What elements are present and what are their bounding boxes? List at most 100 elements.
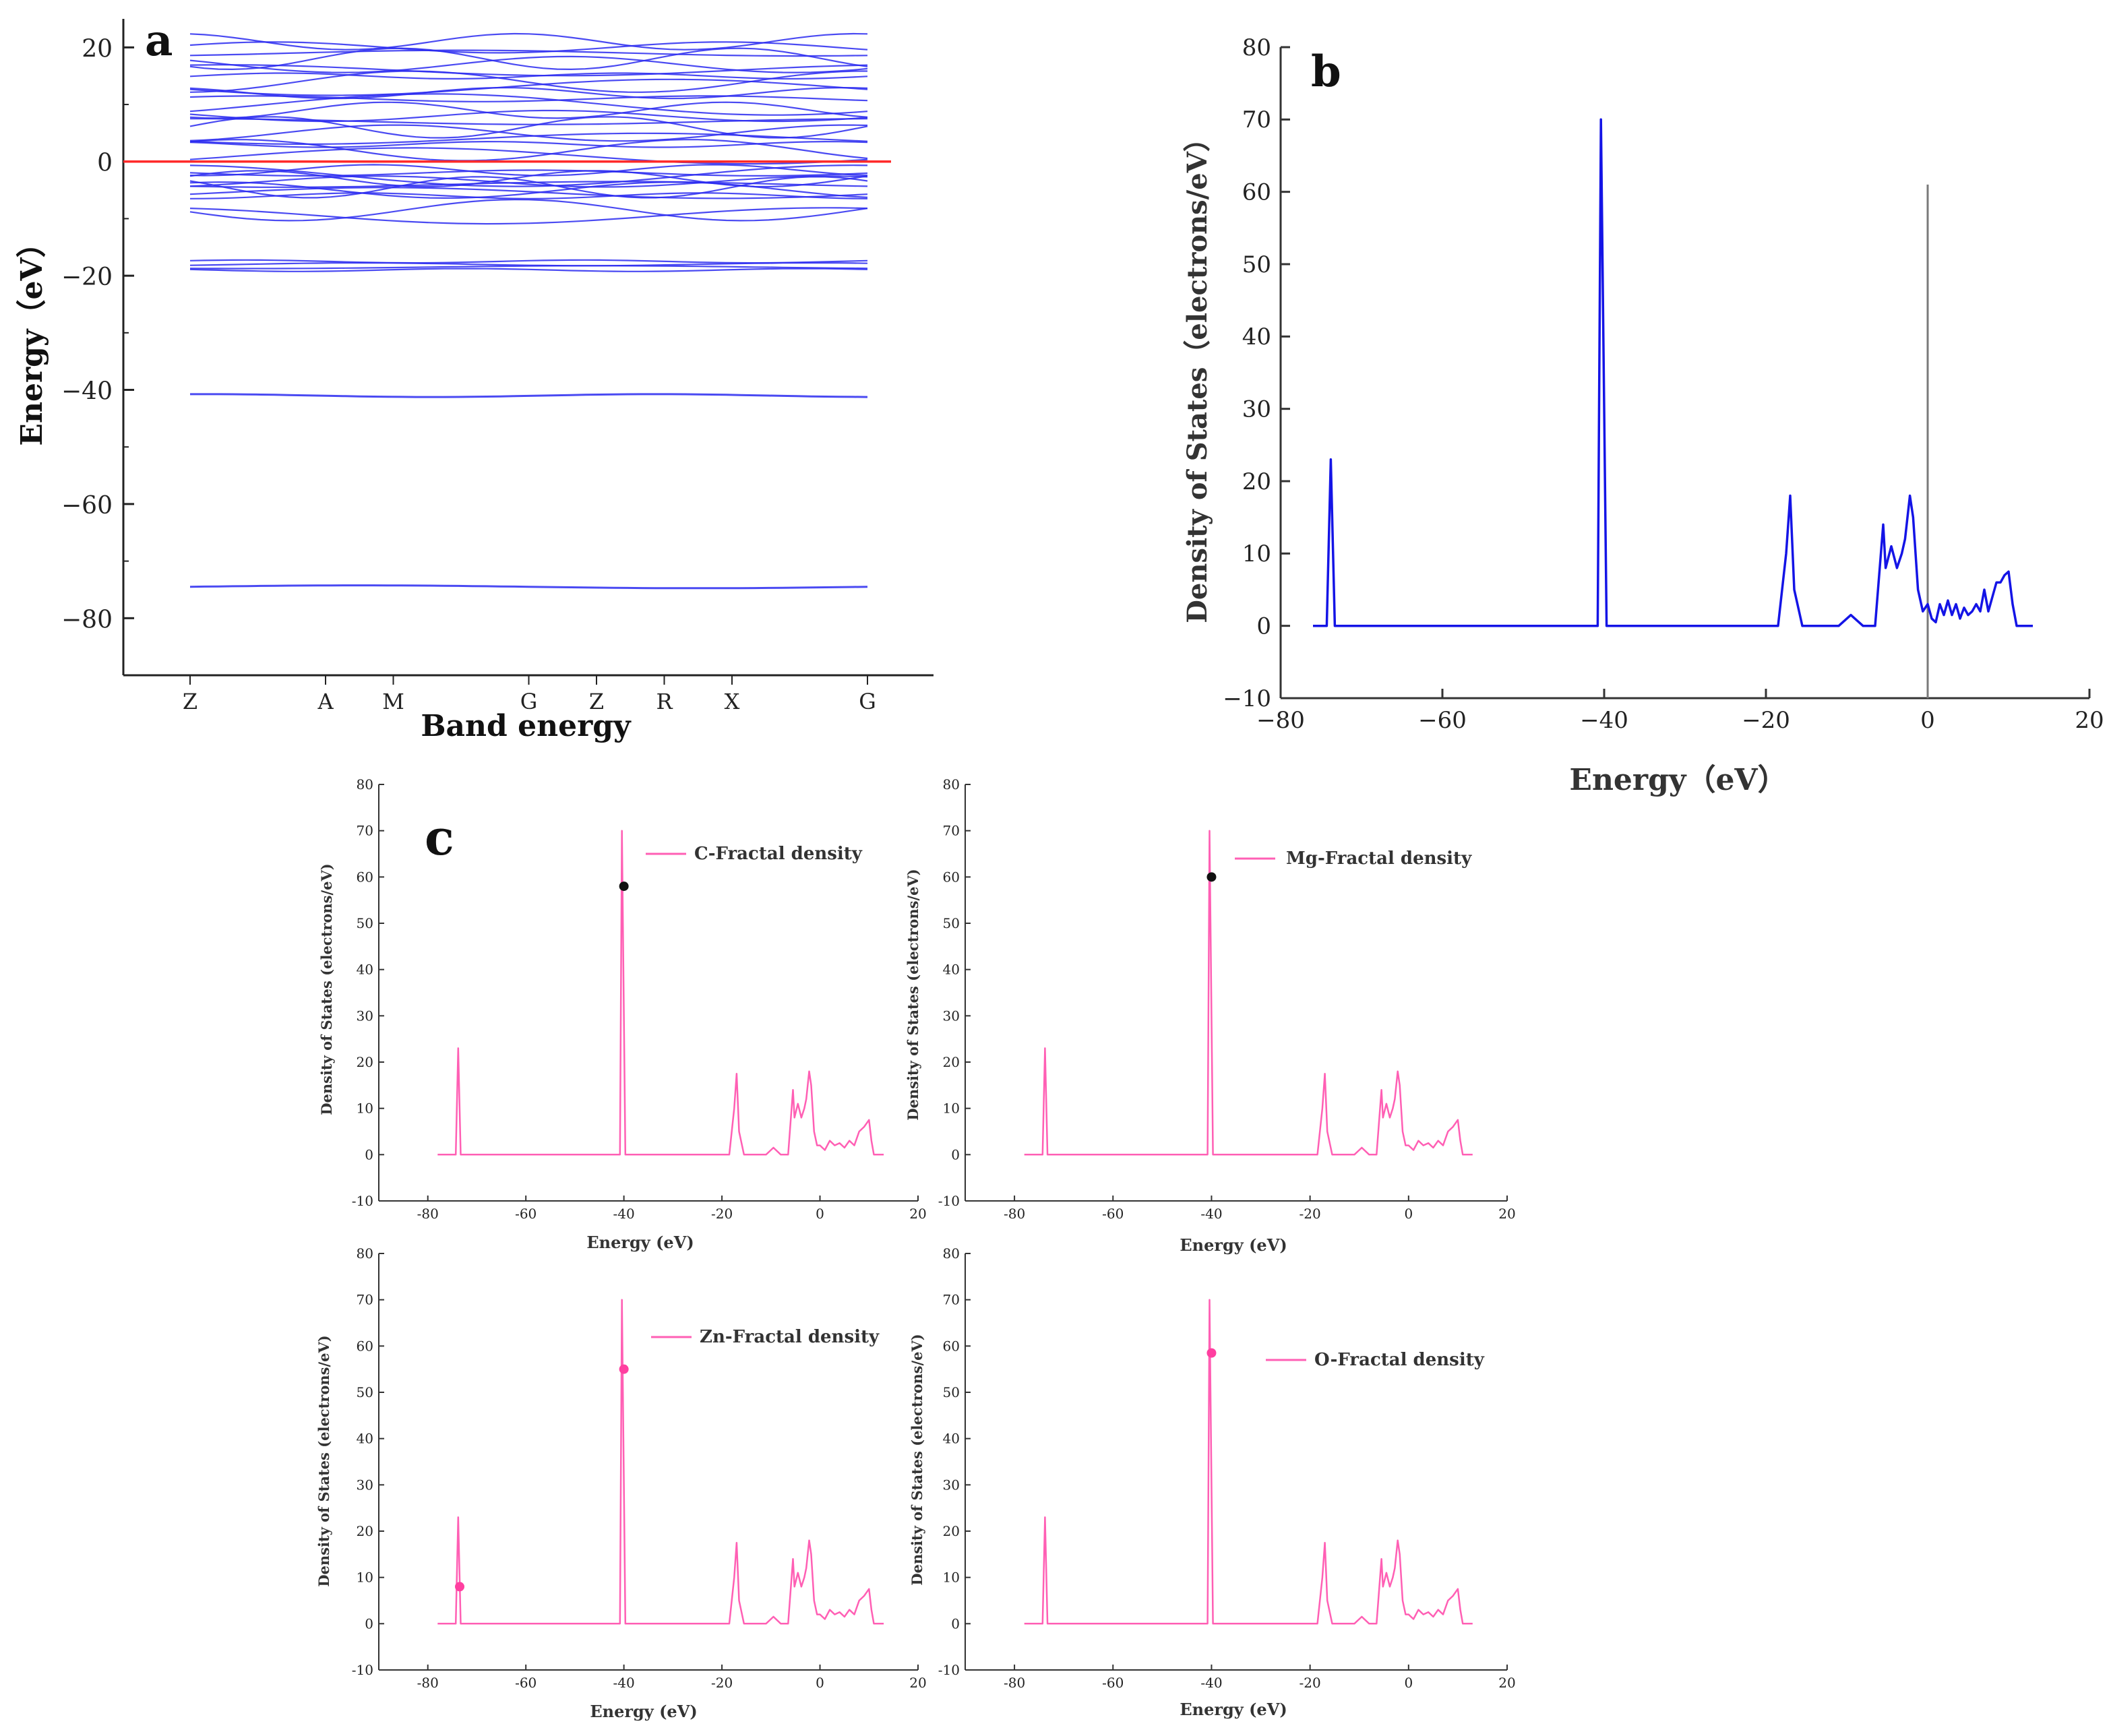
- x-tick-label: 20: [909, 1675, 926, 1691]
- k-point-label: Z: [589, 689, 604, 714]
- panel-c2-xlabel: Energy (eV): [1180, 1235, 1287, 1255]
- panel-label-b: b: [1311, 46, 1341, 97]
- y-tick-label: -10: [938, 1193, 960, 1209]
- y-tick-label: 20: [943, 1523, 960, 1539]
- y-tick-label: 80: [357, 1245, 373, 1262]
- k-point-label: R: [656, 689, 673, 714]
- band-line: [189, 109, 868, 123]
- band-line: [189, 70, 868, 93]
- dos-series-line: [437, 830, 884, 1156]
- y-tick-label: 10: [943, 1100, 960, 1117]
- y-tick-label: 30: [943, 1008, 960, 1024]
- y-tick-label: 20: [357, 1054, 373, 1070]
- total-dos-plot: −10 0 10 20 30 40 50 60 70 80 −80 −60 −40 −20 0 20: [1223, 34, 2104, 734]
- k-point-label: M: [382, 689, 404, 714]
- x-tick-label: -20: [711, 1206, 733, 1222]
- y-tick-label: 50: [357, 1384, 373, 1400]
- band-line: [189, 164, 868, 177]
- panel-c3-legend: Zn-Fractal density: [700, 1327, 880, 1347]
- band-line: [189, 187, 868, 199]
- panel-b-ylabel: Density of States（electrons/eV）: [1182, 125, 1213, 623]
- x-tick-label: 20: [2075, 707, 2104, 734]
- y-tick-label: 30: [357, 1477, 373, 1493]
- y-tick-label: 0: [951, 1146, 960, 1162]
- band-line: [189, 132, 868, 145]
- y-tick-label: 70: [943, 1292, 960, 1308]
- panel-c3-xlabel: Energy (eV): [590, 1702, 697, 1721]
- y-tick-label: 0: [365, 1615, 373, 1632]
- x-tick-label: -40: [1200, 1675, 1222, 1691]
- panel-c1-ylabel: Density of States (electrons/eV): [318, 863, 335, 1115]
- panel-a-ylabel: Energy（eV）: [15, 228, 49, 445]
- band-line: [189, 584, 868, 590]
- y-tick-label: 50: [943, 1384, 960, 1400]
- y-tick-label: 10: [357, 1100, 373, 1117]
- dos-series-line: [1313, 118, 2033, 627]
- band-line: [189, 116, 868, 139]
- panel-c1-legend: C-Fractal density: [694, 844, 863, 864]
- y-tick-label: 60: [943, 1338, 960, 1354]
- y-tick-label: −10: [1223, 685, 1271, 712]
- band-line: [189, 169, 868, 177]
- data-marker: [1206, 872, 1217, 882]
- band-line: [189, 198, 868, 222]
- y-tick-label: 20: [1242, 468, 1271, 495]
- y-tick-label: 0: [1256, 613, 1271, 640]
- band-line: [189, 55, 868, 73]
- y-tick-label: 20: [82, 35, 113, 63]
- x-tick-label: 20: [1498, 1675, 1515, 1691]
- x-tick-label: -60: [1102, 1675, 1124, 1691]
- y-tick-label: 30: [357, 1008, 373, 1024]
- y-tick-label: 50: [943, 915, 960, 931]
- y-tick-label: 40: [357, 962, 373, 978]
- x-tick-label: -80: [417, 1206, 439, 1222]
- y-tick-label: −40: [61, 378, 113, 406]
- k-point-label: A: [317, 689, 334, 714]
- band-line: [189, 268, 868, 272]
- band-line: [189, 147, 868, 165]
- x-tick-label: 0: [1404, 1206, 1413, 1222]
- band-structure-plot: 20 0 −20 −40 −60 −80 Z A M G Z R X G: [61, 19, 934, 714]
- band-line: [189, 164, 868, 187]
- band-line: [189, 86, 868, 100]
- x-tick-label: -20: [1300, 1675, 1321, 1691]
- x-tick-label: −80: [1256, 707, 1305, 734]
- x-tick-label: -60: [515, 1675, 537, 1691]
- band-line: [189, 181, 868, 188]
- band-line: [189, 175, 868, 188]
- x-tick-label: -80: [1004, 1206, 1025, 1222]
- panel-label-c: c: [425, 809, 454, 866]
- data-marker: [619, 1364, 629, 1374]
- x-tick-label: −60: [1418, 707, 1467, 734]
- y-tick-label: 10: [1242, 540, 1271, 567]
- o-fractal-density-plot: -10 0 10 20 30 40 50 60 70 80 -80 -60 -40 -20 0 20: [938, 1245, 1516, 1691]
- band-line: [189, 140, 868, 148]
- band-line: [189, 32, 868, 51]
- dos-series-line: [437, 1299, 884, 1625]
- x-tick-label: -40: [1200, 1206, 1222, 1222]
- y-tick-label: 70: [1242, 106, 1271, 133]
- x-tick-label: -20: [711, 1675, 733, 1691]
- band-line: [189, 259, 868, 264]
- band-line: [189, 64, 868, 77]
- panel-label-a: a: [145, 16, 173, 66]
- k-point-label: G: [520, 689, 538, 714]
- band-line: [189, 207, 868, 225]
- band-line: [189, 101, 868, 119]
- band-line: [189, 49, 868, 57]
- x-tick-label: 20: [1498, 1206, 1515, 1222]
- y-tick-label: −60: [61, 492, 113, 520]
- data-marker: [1206, 1348, 1217, 1358]
- k-point-label: X: [725, 689, 740, 714]
- data-marker: [619, 881, 629, 892]
- panel-a-xlabel: Band energy: [421, 709, 632, 743]
- data-marker: [455, 1582, 464, 1592]
- x-tick-label: −40: [1580, 707, 1628, 734]
- x-tick-label: -60: [1102, 1206, 1124, 1222]
- y-tick-label: 0: [951, 1615, 960, 1632]
- band-line: [189, 95, 868, 102]
- x-tick-label: 20: [909, 1206, 926, 1222]
- k-point-label: Z: [183, 689, 197, 714]
- y-tick-label: 60: [943, 869, 960, 885]
- band-line: [189, 192, 868, 199]
